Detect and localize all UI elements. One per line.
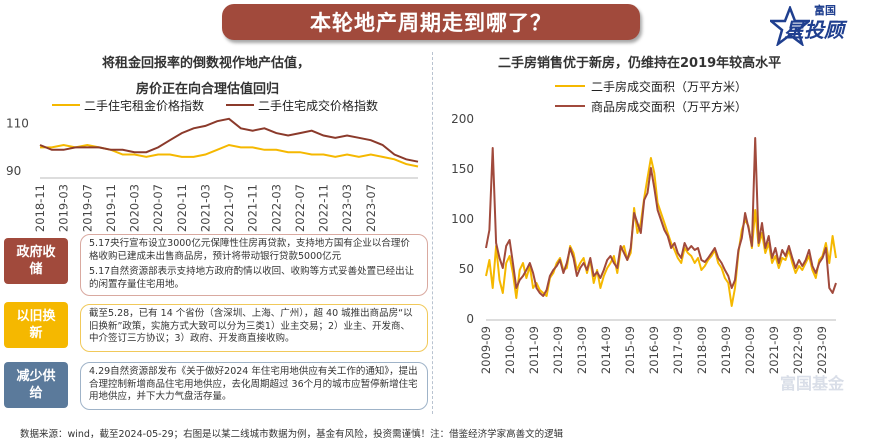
page-title: 本轮地产周期走到哪了？: [222, 4, 640, 40]
left-chart-title-line2: 房价正在向合理估值回归: [136, 82, 280, 97]
right-series-line-new-home: [485, 137, 837, 297]
policy-text: 4.29自然资源部发布《关于做好2024 年住宅用地供应有关工作的通知》，提出合…: [89, 366, 418, 402]
left-legend: 二手住宅租金价格指数 二手住宅成交价格指数: [52, 97, 378, 113]
left-x-tick-label: 2020-03: [128, 184, 142, 232]
left-chart-title-line1: 将租金回报率的倒数视作地产估值，: [102, 56, 311, 71]
right-y-tick-label: 0: [466, 312, 474, 326]
left-x-tick-label: 2019-11: [104, 184, 118, 232]
right-y-tick-label: 200: [451, 112, 474, 126]
policy-tag-trade-in: 以旧换新: [4, 302, 68, 348]
left-x-tick-label: 2018-11: [33, 184, 47, 232]
right-x-tick-label: 2012-09: [551, 326, 565, 374]
section-divider: [432, 52, 433, 414]
left-x-tick-label: 2019-07: [80, 184, 94, 232]
left-line-chart: 90 110 2018-11 2019-03 2019-07 2019-11 2020-03…: [6, 117, 419, 232]
legend-label-new-home: 商品房成交面积（万平方米）: [591, 99, 748, 114]
logo-big-text: 星投顾: [784, 18, 844, 42]
legend-swatch-new-home: [555, 104, 585, 108]
right-y-tick-label: 50: [459, 262, 474, 276]
watermark: 富国基金: [780, 374, 845, 393]
legend-item-new-home: 商品房成交面积（万平方米）: [555, 96, 747, 116]
right-series-line-second-hand: [485, 157, 837, 307]
right-x-tick-label: 2022-09: [791, 326, 805, 374]
right-y-tick-label: 150: [451, 162, 474, 176]
policy-text: 5.17自然资源部表示支持地方政府酌情以收回、收购等方式妥善处置已经出让的闲置存…: [89, 266, 415, 290]
left-x-tick-label: 2019-03: [57, 184, 71, 232]
policy-tag-supply: 减少供给: [4, 362, 68, 408]
left-x-tick-label: 2022-07: [293, 184, 307, 232]
left-x-tick-label: 2020-11: [175, 184, 189, 232]
left-y-tick-label: 90: [6, 164, 21, 178]
policy-tag-line1: 减少供: [16, 369, 56, 384]
policy-tag-government: 政府收储: [4, 238, 68, 284]
left-x-tick-label: 2022-11: [317, 184, 331, 232]
right-legend: 二手房成交面积（万平方米） 商品房成交面积（万平方米）: [555, 76, 747, 116]
right-x-tick-label: 2019-09: [719, 326, 733, 374]
policy-tag-line2: 给: [29, 386, 43, 401]
left-x-tick-label: 2021-03: [198, 184, 212, 232]
legend-swatch-trade: [226, 103, 255, 107]
right-y-tick-label: 100: [451, 212, 474, 226]
right-x-tick-label: 2010-09: [503, 326, 517, 374]
left-x-tick-label: 2021-11: [246, 184, 260, 232]
right-x-tick-label: 2020-09: [743, 326, 757, 374]
right-x-tick-label: 2018-09: [695, 326, 709, 374]
policy-tag-line2: 新: [29, 326, 43, 341]
legend-swatch-second-hand: [555, 84, 585, 88]
policy-tag-line2: 储: [29, 262, 43, 277]
policy-text: 截至5.28，已有 14 个省份（含深圳、上海、广州），超 40 城推出商品房“…: [89, 308, 413, 344]
left-x-tick-label: 2022-03: [269, 184, 283, 232]
logo-small-text: 富国: [814, 4, 836, 17]
left-y-tick-label: 110: [6, 117, 29, 131]
legend-swatch-rent: [52, 103, 80, 107]
legend-label-rent: 二手住宅租金价格指数: [84, 98, 205, 113]
right-x-tick-label: 2017-09: [671, 326, 685, 374]
brand-logo: 富国 星投顾: [770, 2, 866, 46]
right-x-tick-label: 2013-09: [575, 326, 589, 374]
legend-label-trade: 二手住宅成交价格指数: [258, 98, 379, 113]
policy-box-trade-in: 截至5.28，已有 14 个省份（含深圳、上海、广州），超 40 城推出商品房“…: [80, 304, 428, 352]
left-x-tick-label: 2023-07: [364, 184, 378, 232]
right-line-chart: 0 50 100 150 200 2009-09 2010-09 2011-09 2012-09…: [451, 112, 837, 374]
right-x-tick-label: 2021-09: [767, 326, 781, 374]
right-x-tick-label: 2011-09: [527, 326, 541, 374]
left-x-tick-label: 2020-07: [151, 184, 165, 232]
policy-tag-line1: 政府收: [16, 245, 56, 260]
legend-item-second-hand: 二手房成交面积（万平方米）: [555, 76, 747, 96]
right-x-tick-label: 2015-09: [623, 326, 637, 374]
left-x-tick-label: 2021-07: [222, 184, 236, 232]
right-x-tick-label: 2014-09: [599, 326, 613, 374]
policy-box-supply: 4.29自然资源部发布《关于做好2024 年住宅用地供应有关工作的通知》，提出合…: [80, 362, 428, 410]
right-x-tick-label: 2016-09: [647, 326, 661, 374]
left-x-tick-label: 2023-03: [340, 184, 354, 232]
policy-tag-line1: 以旧换: [16, 309, 56, 324]
footer-note: 数据来源：wind，截至2024-05-29；右图是以某二线城市数据为例，基金有…: [20, 429, 564, 440]
right-chart-title: 二手房销售优于新房，仍维持在2019年较高水平: [498, 56, 782, 71]
policy-text: 5.17央行宣布设立3000亿元保障性住房再贷款，支持地方国有企业以合理价格收购…: [89, 238, 410, 262]
right-x-tick-label: 2023-09: [815, 326, 829, 374]
star-icon: [770, 6, 810, 46]
right-x-tick-label: 2009-09: [479, 326, 493, 374]
policy-box-government: 5.17央行宣布设立3000亿元保障性住房再贷款，支持地方国有企业以合理价格收购…: [80, 234, 428, 296]
legend-label-second-hand: 二手房成交面积（万平方米）: [591, 79, 748, 94]
left-series-line-trade: [39, 117, 419, 163]
